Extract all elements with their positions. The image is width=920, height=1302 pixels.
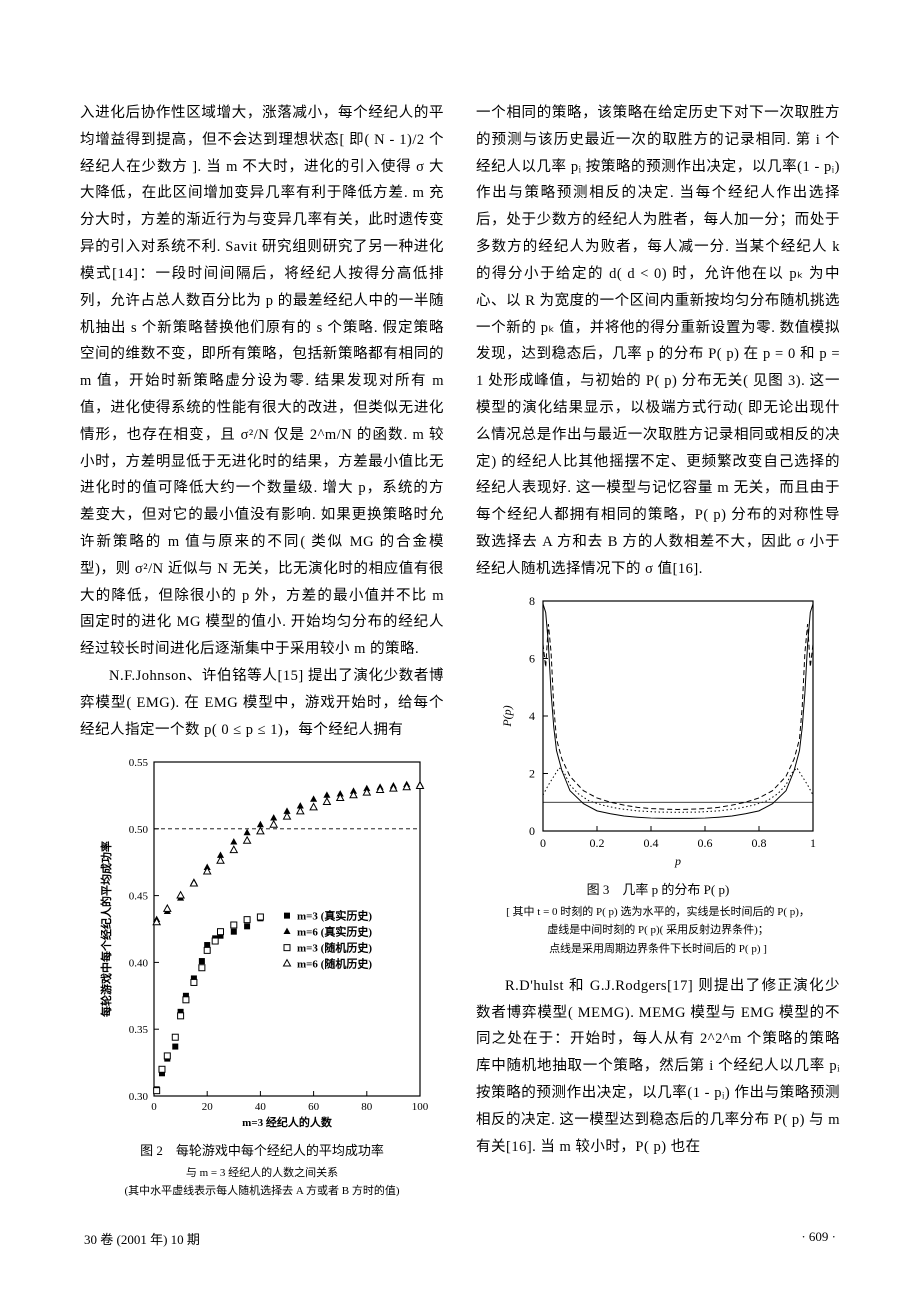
svg-text:m=3 经纪人的人数: m=3 经纪人的人数 — [242, 1115, 333, 1129]
svg-text:0: 0 — [151, 1101, 157, 1113]
svg-text:0.45: 0.45 — [129, 890, 149, 902]
svg-text:0.4: 0.4 — [644, 836, 659, 850]
right-para-1: 一个相同的策略，该策略在给定历史下对下一次取胜方的预测与该历史最近一次的取胜方的… — [476, 100, 840, 583]
svg-text:0.50: 0.50 — [129, 823, 149, 835]
svg-text:20: 20 — [202, 1101, 214, 1113]
page-footer: 30 卷 (2001 年) 10 期 · 609 · — [80, 1229, 840, 1248]
svg-text:m=6 (随机历史): m=6 (随机历史) — [297, 956, 372, 970]
svg-text:0.30: 0.30 — [129, 1091, 149, 1103]
svg-text:m=6 (真实历史): m=6 (真实历史) — [297, 924, 372, 938]
left-para-1: 入进化后协作性区域增大，涨落减小，每个经纪人的平均增益得到提高，但不会达到理想状… — [80, 100, 444, 663]
svg-text:0.35: 0.35 — [129, 1024, 149, 1036]
svg-text:0.8: 0.8 — [752, 836, 767, 850]
svg-text:1: 1 — [810, 836, 816, 850]
footer-right: · 609 · — [801, 1229, 836, 1248]
svg-text:P(p): P(p) — [500, 705, 514, 727]
svg-text:0.6: 0.6 — [698, 836, 713, 850]
svg-text:0: 0 — [529, 824, 535, 838]
left-column: 入进化后协作性区域增大，涨落减小，每个经纪人的平均增益得到提高，但不会达到理想状… — [80, 100, 444, 1201]
fig3-caption-sub3: 点线是采用周期边界条件下长时间后的 P( p) ] — [476, 940, 840, 959]
left-para-2: N.F.Johnson、许伯铭等人[15] 提出了演化少数者博弈模型( EMG)… — [80, 663, 444, 743]
svg-text:80: 80 — [361, 1101, 373, 1113]
svg-text:100: 100 — [412, 1101, 429, 1113]
svg-text:60: 60 — [308, 1101, 320, 1113]
svg-text:m=3 (随机历史): m=3 (随机历史) — [297, 940, 372, 954]
svg-text:m=3 (真实历史): m=3 (真实历史) — [297, 908, 372, 922]
figure-3: 0 0.2 0.4 0.6 0.8 1 0 2 4 6 8 p P(p) 图 3 几率 p 的分布 P(… — [476, 591, 840, 959]
page: 入进化后协作性区域增大，涨落减小，每个经纪人的平均增益得到提高，但不会达到理想状… — [0, 0, 920, 1288]
svg-text:6: 6 — [529, 651, 535, 665]
fig2-caption-sub1: 与 m = 3 经纪人的人数之间关系 — [80, 1164, 444, 1183]
svg-text:0.55: 0.55 — [129, 757, 149, 769]
right-para-2: R.D'hulst 和 G.J.Rodgers[17] 则提出了修正演化少数者博… — [476, 973, 840, 1161]
two-column-layout: 入进化后协作性区域增大，涨落减小，每个经纪人的平均增益得到提高，但不会达到理想状… — [80, 100, 840, 1201]
svg-text:p: p — [674, 854, 681, 868]
svg-text:每轮游戏中每个经纪人的平均成功率: 每轮游戏中每个经纪人的平均成功率 — [99, 841, 113, 1017]
svg-text:0.2: 0.2 — [590, 836, 605, 850]
fig2-caption-main: 图 2 每轮游戏中每个经纪人的平均成功率 — [80, 1140, 444, 1162]
fig3-caption-main: 图 3 几率 p 的分布 P( p) — [476, 879, 840, 901]
fig3-caption-sub2: 虚线是中间时刻的 P( p)( 采用反射边界条件)； — [476, 921, 840, 940]
svg-text:0.40: 0.40 — [129, 957, 149, 969]
svg-text:2: 2 — [529, 766, 535, 780]
svg-text:0: 0 — [540, 836, 546, 850]
svg-text:40: 40 — [255, 1101, 267, 1113]
figure-2: 0 20 40 60 80 100 0.30 0.35 0.40 0.45 0.50 0.55 m=3 … — [80, 752, 444, 1201]
footer-left: 30 卷 (2001 年) 10 期 — [84, 1229, 200, 1248]
svg-text:8: 8 — [529, 594, 535, 608]
fig3-caption-sub1: [ 其中 t = 0 时刻的 P( p) 选为水平的，实线是长时间后的 P( p… — [476, 903, 840, 922]
figure-3-caption: 图 3 几率 p 的分布 P( p) [ 其中 t = 0 时刻的 P( p) … — [476, 879, 840, 959]
fig2-caption-sub2: (其中水平虚线表示每人随机选择去 A 方或者 B 方时的值) — [80, 1182, 444, 1201]
figure-2-caption: 图 2 每轮游戏中每个经纪人的平均成功率 与 m = 3 经纪人的人数之间关系 … — [80, 1140, 444, 1201]
figure-3-chart: 0 0.2 0.4 0.6 0.8 1 0 2 4 6 8 p P(p) — [493, 591, 823, 871]
right-column: 一个相同的策略，该策略在给定历史下对下一次取胜方的预测与该历史最近一次的取胜方的… — [476, 100, 840, 1201]
figure-2-chart: 0 20 40 60 80 100 0.30 0.35 0.40 0.45 0.50 0.55 m=3 … — [92, 752, 432, 1132]
svg-text:4: 4 — [529, 709, 535, 723]
